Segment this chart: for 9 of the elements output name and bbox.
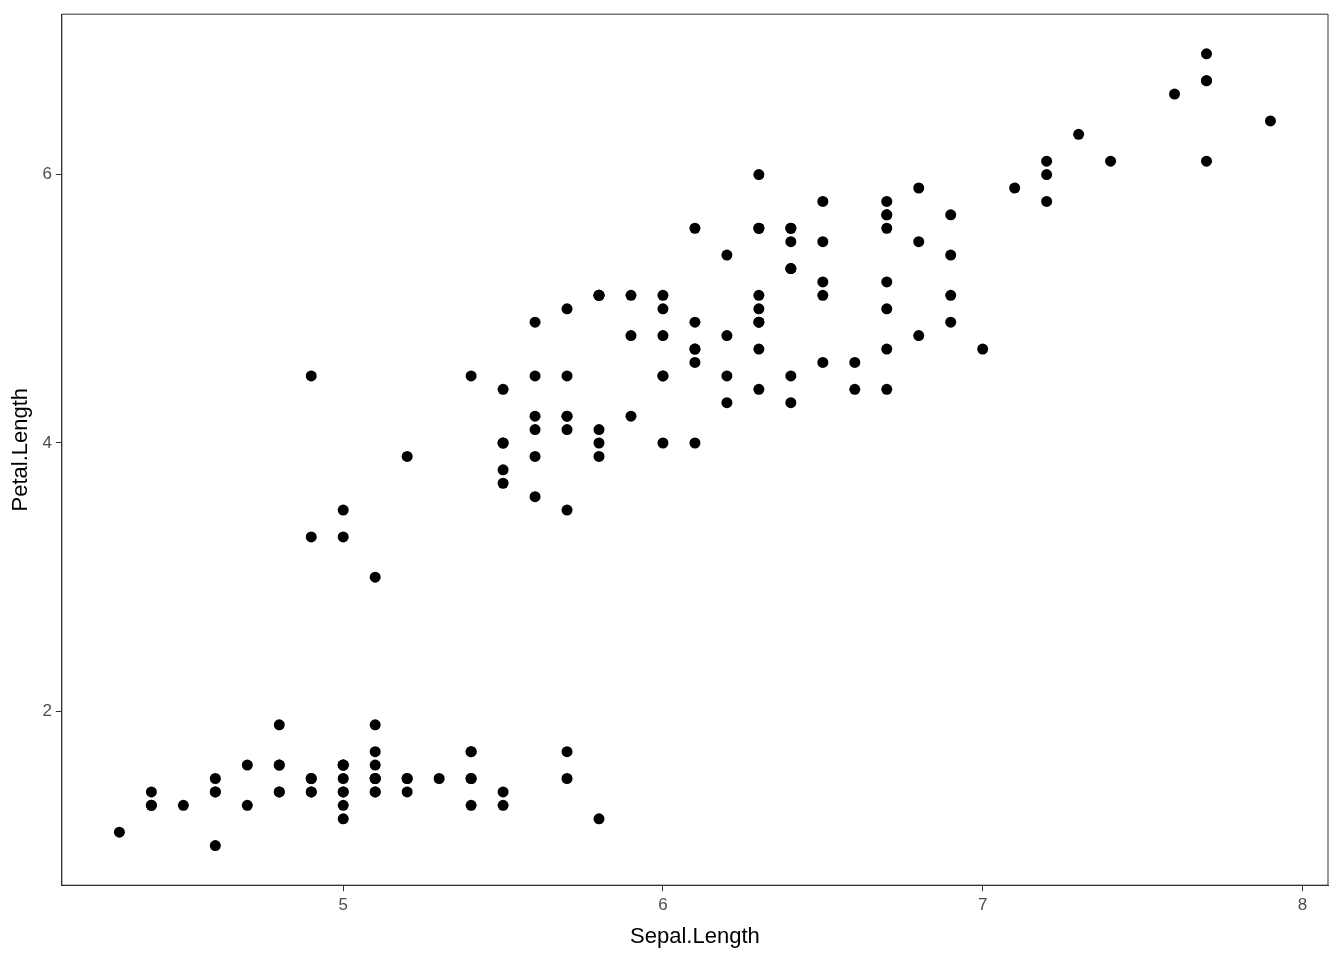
y-tick-label: 4: [42, 432, 52, 452]
x-axis-title: Sepal.Length: [630, 922, 760, 948]
x-tick-label: 7: [977, 895, 988, 915]
x-tick-label: 6: [658, 895, 668, 915]
x-tick-label: 5: [338, 895, 348, 915]
y-tick-label: 6: [42, 164, 52, 184]
x-tick-label: 8: [1297, 895, 1308, 915]
y-tick-label: 2: [42, 701, 52, 721]
y-axis-title: Petal.Length: [7, 387, 33, 512]
